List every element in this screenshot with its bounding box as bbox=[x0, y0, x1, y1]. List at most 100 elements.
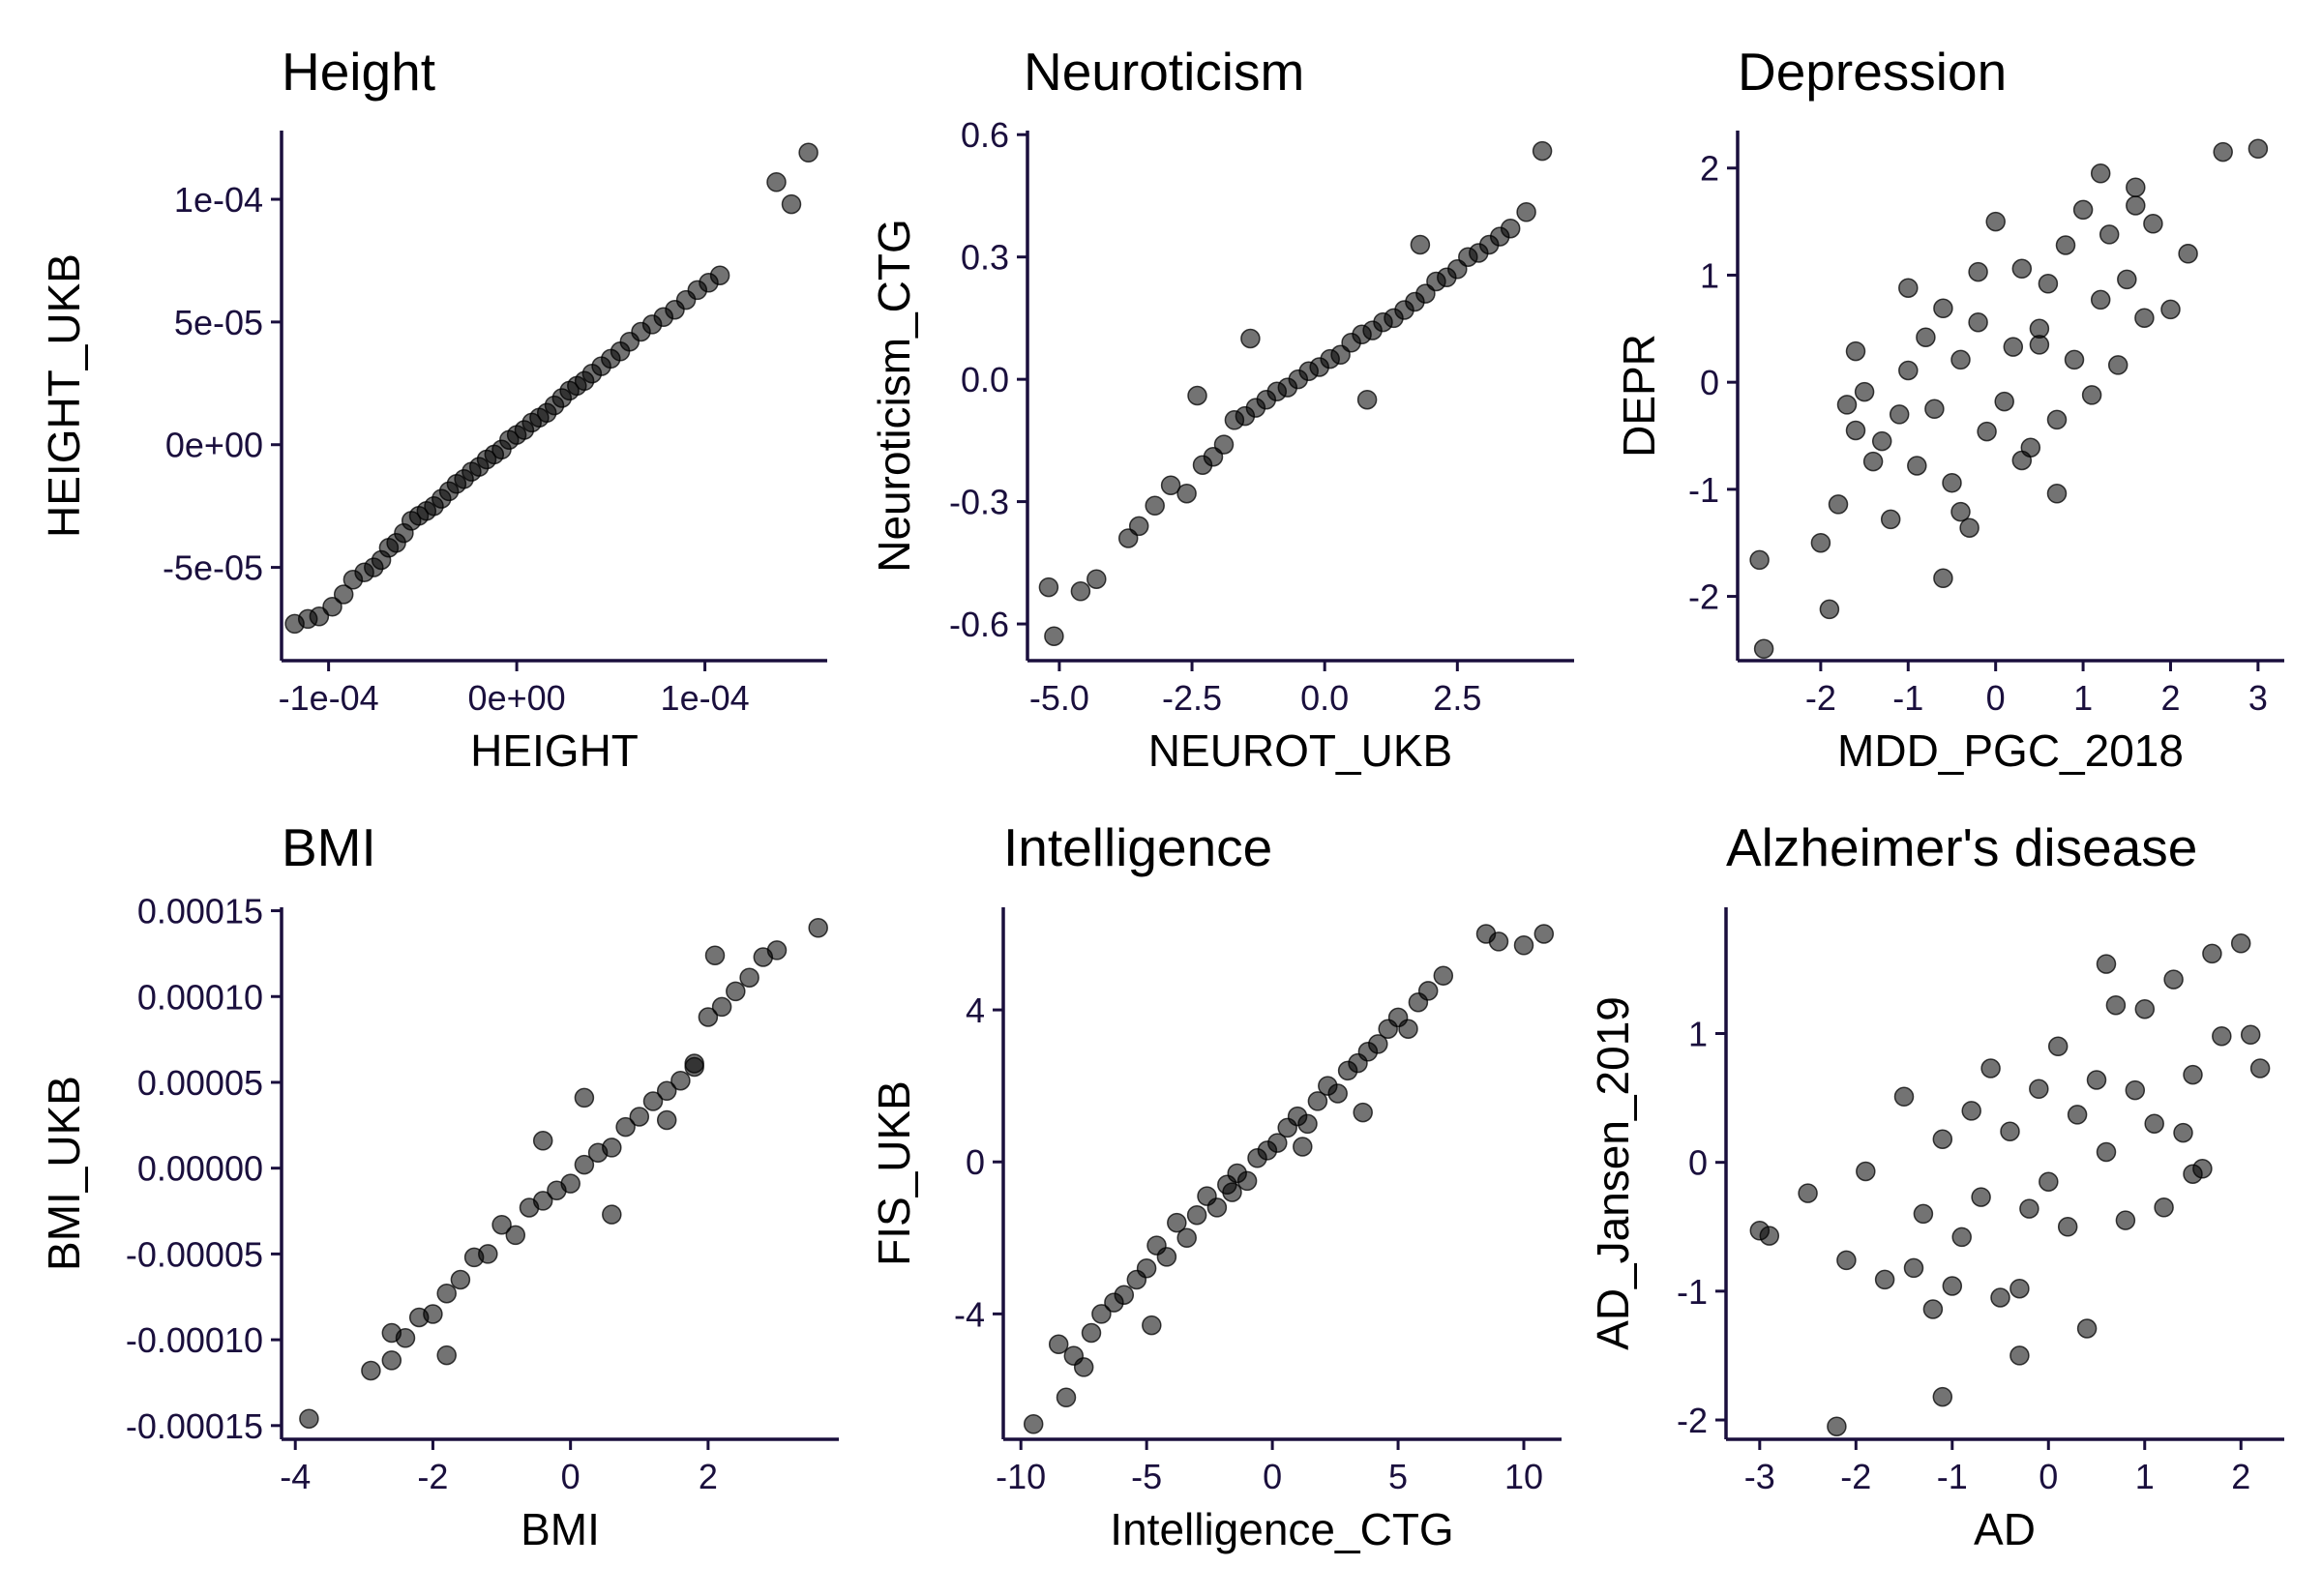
data-point bbox=[1145, 495, 1165, 517]
y-tick-label: -0.3 bbox=[949, 483, 1009, 522]
data-point bbox=[299, 1408, 319, 1429]
data-point bbox=[491, 1214, 512, 1235]
panel-title: BMI bbox=[282, 817, 376, 877]
y-tick-label: -2 bbox=[1677, 1401, 1708, 1440]
scatter-panel-3: Depression -2 -1 0 1 2 3 -2 -1 0 1 2 MDD_PGC_2018 DEP… bbox=[1614, 42, 2284, 776]
y-tick-label: 1 bbox=[1700, 255, 1719, 295]
x-tick-label: -1 bbox=[1892, 678, 1923, 718]
data-point bbox=[2117, 269, 2137, 290]
data-point bbox=[2202, 943, 2222, 964]
data-point bbox=[2011, 258, 2033, 280]
data-point bbox=[1942, 472, 1962, 493]
y-tick-label: 0 bbox=[1700, 363, 1719, 402]
data-point bbox=[670, 1070, 691, 1091]
data-point bbox=[2046, 409, 2068, 430]
data-point bbox=[2029, 335, 2050, 355]
x-tick-label: 1 bbox=[2073, 678, 2093, 718]
data-point bbox=[1828, 494, 1849, 515]
data-point bbox=[1898, 278, 1919, 298]
data-point bbox=[1924, 399, 1945, 420]
data-point bbox=[1142, 1315, 1162, 1336]
data-point bbox=[1488, 931, 1509, 952]
data-point bbox=[1533, 924, 1555, 944]
data-point bbox=[2160, 299, 2181, 320]
x-tick-label: 5 bbox=[1388, 1457, 1408, 1496]
data-point bbox=[1532, 140, 1553, 162]
x-tick-label: 0.0 bbox=[1300, 678, 1349, 718]
data-point bbox=[1933, 568, 1953, 589]
x-tick-label: 2.5 bbox=[1433, 678, 1481, 718]
data-point bbox=[1128, 516, 1149, 537]
data-point bbox=[478, 1244, 498, 1264]
data-point bbox=[2134, 308, 2155, 328]
data-point bbox=[1023, 1414, 1044, 1434]
data-point bbox=[2105, 994, 2127, 1016]
panel-title: Alzheimer's disease bbox=[1726, 817, 2197, 877]
data-point bbox=[1819, 599, 1840, 620]
data-point bbox=[1186, 1204, 1207, 1226]
x-tick-label: -2 bbox=[417, 1457, 448, 1496]
x-tick-label: -1 bbox=[1937, 1457, 1968, 1496]
data-point bbox=[2038, 274, 2059, 294]
data-point bbox=[1213, 434, 1235, 455]
data-point bbox=[2090, 163, 2111, 184]
y-tick-label: -1 bbox=[1677, 1272, 1708, 1312]
data-point bbox=[423, 1304, 443, 1324]
data-point bbox=[2009, 1278, 2030, 1299]
data-point bbox=[698, 1007, 719, 1027]
data-point bbox=[2240, 1024, 2261, 1046]
y-tick-label: -0.00010 bbox=[126, 1320, 263, 1360]
data-point bbox=[2163, 969, 2184, 990]
panel-title: Neuroticism bbox=[1024, 42, 1304, 102]
data-point bbox=[602, 1204, 622, 1225]
data-point bbox=[2029, 1079, 2049, 1100]
data-point bbox=[2173, 1122, 2193, 1143]
data-point bbox=[322, 596, 342, 617]
data-point bbox=[1889, 404, 1910, 425]
data-point bbox=[2249, 1058, 2271, 1079]
x-tick-label: 2 bbox=[699, 1457, 718, 1496]
x-tick-label: -2.5 bbox=[1162, 678, 1222, 718]
data-point bbox=[2009, 1345, 2030, 1366]
data-point bbox=[2081, 385, 2102, 405]
data-point bbox=[1044, 626, 1064, 646]
x-tick-label: 0 bbox=[1263, 1457, 1282, 1496]
data-point bbox=[615, 1116, 636, 1138]
data-point bbox=[1827, 1416, 1847, 1436]
data-point bbox=[361, 1360, 381, 1381]
y-tick-label: -2 bbox=[1688, 577, 1719, 617]
x-tick-label: 0e+00 bbox=[468, 678, 566, 718]
data-point bbox=[2126, 177, 2146, 197]
data-point bbox=[1353, 1102, 1373, 1123]
data-point bbox=[2134, 998, 2156, 1020]
data-point bbox=[1994, 391, 2014, 412]
y-tick-label: 0 bbox=[1688, 1143, 1708, 1183]
y-tick-label: 0.0 bbox=[961, 360, 1009, 399]
data-point bbox=[1922, 1299, 1944, 1319]
data-point bbox=[1073, 1357, 1094, 1377]
data-point bbox=[1874, 1269, 1895, 1290]
y-axis-label: BMI_UKB bbox=[39, 1076, 89, 1271]
scatter-panel-1: Height -1e-04 0e+00 1e-04 -5e-05 0e+00 5e-05 1e… bbox=[39, 42, 827, 776]
x-axis-label: BMI bbox=[521, 1504, 600, 1554]
panel-title: Height bbox=[282, 42, 435, 102]
data-point bbox=[798, 142, 819, 163]
data-point bbox=[642, 1091, 664, 1111]
data-point bbox=[532, 1131, 553, 1151]
data-point bbox=[1297, 1113, 1318, 1135]
x-tick-label: -4 bbox=[280, 1457, 311, 1496]
data-point bbox=[2183, 1164, 2203, 1184]
data-point bbox=[726, 981, 746, 1002]
scatter-panel-4: BMI -4 -2 0 2 -0.00015 -0.00010 -0.00005 0.00000… bbox=[39, 817, 839, 1554]
x-tick-label: -2 bbox=[1805, 678, 1836, 718]
data-point bbox=[2086, 1070, 2107, 1090]
data-point bbox=[1903, 1257, 1924, 1279]
data-point bbox=[1968, 311, 1988, 333]
data-point bbox=[2076, 1318, 2098, 1339]
data-point bbox=[2154, 1197, 2174, 1218]
x-tick-label: -5 bbox=[1131, 1457, 1162, 1496]
data-point bbox=[1916, 327, 1936, 347]
x-tick-label: 0 bbox=[2039, 1457, 2058, 1496]
data-point bbox=[1862, 451, 1884, 472]
data-point bbox=[2248, 138, 2269, 160]
